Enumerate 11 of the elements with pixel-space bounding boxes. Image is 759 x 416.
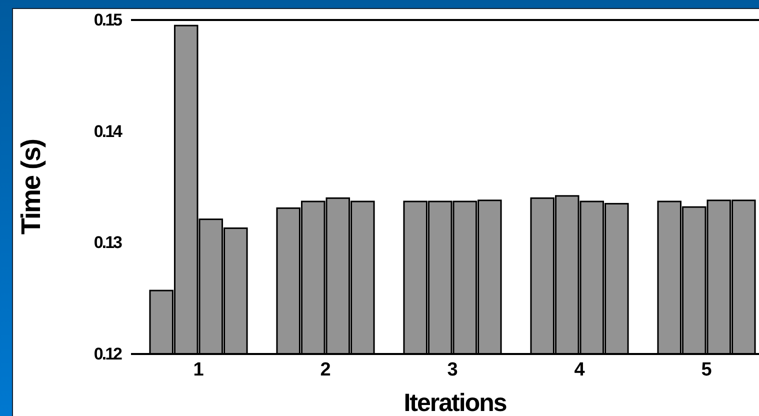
y-tick-label: 0.14 — [94, 122, 124, 141]
y-tick-label: 0.12 — [94, 344, 122, 364]
x-axis-title: Iterations — [404, 389, 506, 416]
y-tick-label: 0.15 — [94, 10, 122, 30]
x-tick-label: 4 — [574, 359, 586, 380]
x-tick-label: 5 — [701, 359, 712, 380]
x-tick-label: 3 — [447, 359, 458, 380]
x-tick-label: 2 — [320, 359, 331, 380]
y-axis-title: Time (s) — [16, 139, 46, 235]
y-tick-label: 0.13 — [94, 233, 122, 252]
x-tick-label: 1 — [193, 359, 204, 380]
